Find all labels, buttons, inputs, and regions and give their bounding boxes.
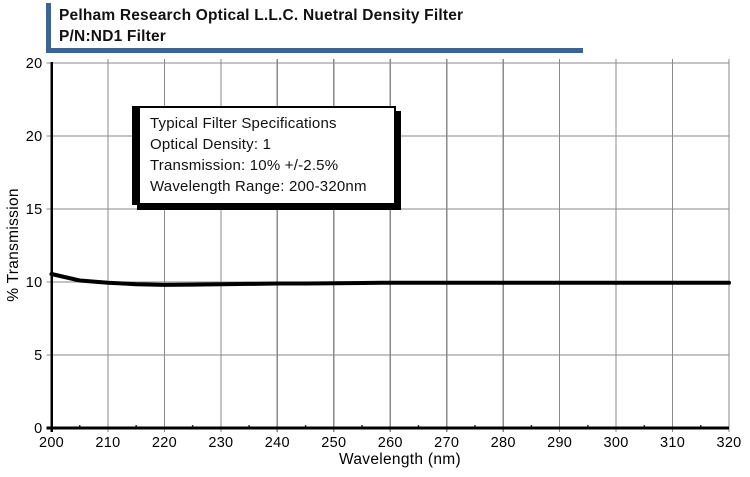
x-axis-title: Wavelength (nm) xyxy=(339,451,461,468)
chart-title-line1: Pelham Research Optical L.L.C. Nuetral D… xyxy=(59,7,464,24)
y-tick-label: 10 xyxy=(26,275,43,291)
y-tick-label: 15 xyxy=(26,202,43,218)
spec-transmission: Transmission: 10% +/-2.5% xyxy=(150,157,339,174)
y-tick-label: 20 xyxy=(26,129,43,145)
y-tick-label: 0 xyxy=(34,421,42,437)
chart-title-block: Pelham Research Optical L.L.C. Nuetral D… xyxy=(46,3,463,53)
chart-title-line2: P/N:ND1 Filter xyxy=(59,28,167,45)
y-axis-title: % Transmission xyxy=(5,188,22,302)
chart-title-lines: Pelham Research Optical L.L.C. Nuetral D… xyxy=(51,3,463,53)
transmission-data-line xyxy=(49,272,731,287)
x-tick-label: 250 xyxy=(321,435,346,451)
title-accent-bar xyxy=(46,3,51,53)
spec-optical-density: Optical Density: 1 xyxy=(150,136,272,153)
x-tick-label: 240 xyxy=(265,435,290,451)
x-tick-label: 300 xyxy=(604,435,629,451)
x-tick-label: 260 xyxy=(378,435,403,451)
y-tick-label: 20 xyxy=(26,56,43,72)
spec-box-heading: Typical Filter Specifications xyxy=(150,115,337,132)
y-tick-label: 5 xyxy=(34,348,42,364)
x-tick-label: 310 xyxy=(660,435,685,451)
x-tick-label: 230 xyxy=(208,435,233,451)
x-tick-label: 280 xyxy=(491,435,516,451)
title-underline-rule xyxy=(46,48,583,53)
x-tick-label: 220 xyxy=(152,435,177,451)
spec-wavelength-range: Wavelength Range: 200-320nm xyxy=(150,178,367,195)
filter-spec-box: Typical Filter Specifications Optical De… xyxy=(132,106,396,205)
x-tick-label: 270 xyxy=(434,435,459,451)
x-tick-label: 320 xyxy=(716,435,741,451)
x-tick-label: 210 xyxy=(95,435,120,451)
x-tick-label: 200 xyxy=(39,435,64,451)
x-tick-label: 290 xyxy=(547,435,572,451)
